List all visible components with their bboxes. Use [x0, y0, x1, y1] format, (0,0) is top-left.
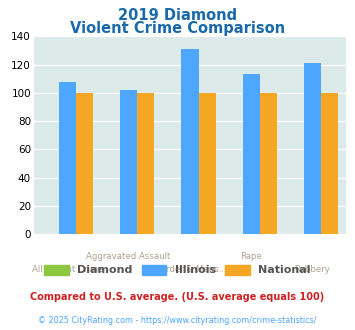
Bar: [59, 82, 76, 234]
Bar: [304, 63, 321, 234]
Text: Rape: Rape: [240, 252, 262, 261]
Bar: [260, 93, 277, 234]
Legend: Diamond, Illinois, National: Diamond, Illinois, National: [44, 265, 311, 275]
Bar: [76, 93, 93, 234]
Bar: [198, 93, 215, 234]
Text: Murder & Mans...: Murder & Mans...: [153, 265, 227, 274]
Text: Robbery: Robbery: [295, 265, 331, 274]
Bar: [321, 93, 338, 234]
Bar: [181, 49, 198, 234]
Text: © 2025 CityRating.com - https://www.cityrating.com/crime-statistics/: © 2025 CityRating.com - https://www.city…: [38, 316, 317, 325]
Text: Compared to U.S. average. (U.S. average equals 100): Compared to U.S. average. (U.S. average …: [31, 292, 324, 302]
Text: All Violent Crime: All Violent Crime: [32, 265, 103, 274]
Text: 2019 Diamond: 2019 Diamond: [118, 8, 237, 23]
Bar: [120, 90, 137, 234]
Bar: [137, 93, 154, 234]
Text: Aggravated Assault: Aggravated Assault: [87, 252, 171, 261]
Bar: [242, 75, 260, 234]
Text: Violent Crime Comparison: Violent Crime Comparison: [70, 21, 285, 36]
